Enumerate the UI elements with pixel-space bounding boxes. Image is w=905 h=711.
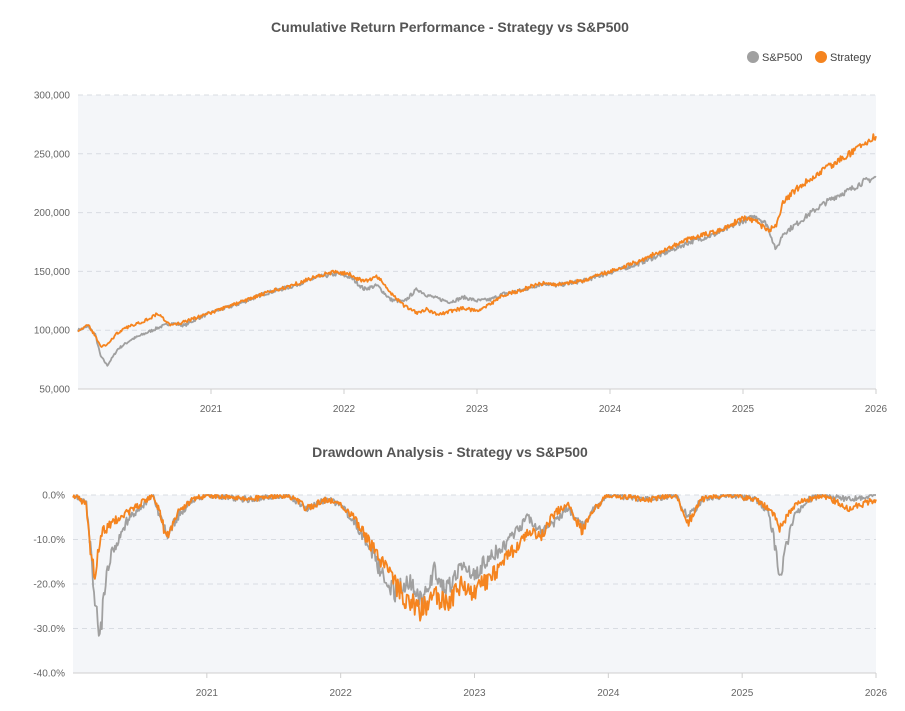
cumulative-return-chart: 50,000 100,000 150,000 200,000 250,000 300,00… <box>34 91 888 416</box>
x-tick-label: 2021 <box>200 404 223 415</box>
x-tick-label: 2023 <box>463 688 486 699</box>
y-tick-label: -40.0% <box>33 669 65 680</box>
series-line-strategy <box>77 133 877 348</box>
y-tick-label: 300,000 <box>34 91 71 102</box>
cumulative-chart-title: Cumulative Return Performance - Strategy… <box>271 19 629 35</box>
y-tick-label: 250,000 <box>34 149 71 160</box>
x-tick-label: 2026 <box>865 404 888 415</box>
x-tick-label: 2025 <box>732 404 755 415</box>
legend[interactable]: S&P500 Strategy <box>747 51 871 64</box>
x-tick-label: 2025 <box>731 688 754 699</box>
x-tick-label: 2026 <box>865 688 888 699</box>
y-tick-label: 50,000 <box>39 385 70 396</box>
y-tick-label: 100,000 <box>34 326 71 337</box>
legend-sp500-marker <box>747 51 759 63</box>
y-tick-label: -30.0% <box>33 624 65 635</box>
legend-strategy-label[interactable]: Strategy <box>830 52 871 64</box>
x-tick-label: 2023 <box>466 404 489 415</box>
y-tick-label: 0.0% <box>42 491 65 502</box>
y-tick-label: -20.0% <box>33 580 65 591</box>
x-tick-label: 2022 <box>333 404 356 415</box>
drawdown-chart: 0.0% -10.0% -20.0% -30.0% -40.0% 2021 2022 2023… <box>33 491 887 700</box>
plot-area <box>78 95 876 389</box>
x-tick-label: 2024 <box>597 688 620 699</box>
series-line-strategy <box>72 494 877 622</box>
y-tick-label: -10.0% <box>33 535 65 546</box>
y-tick-label: 200,000 <box>34 208 71 219</box>
x-tick-label: 2024 <box>599 404 622 415</box>
x-tick-label: 2021 <box>196 688 219 699</box>
x-tick-label: 2022 <box>330 688 353 699</box>
legend-sp500-label[interactable]: S&P500 <box>762 52 802 64</box>
legend-strategy-marker <box>815 51 827 63</box>
y-tick-label: 150,000 <box>34 267 71 278</box>
drawdown-chart-title: Drawdown Analysis - Strategy vs S&P500 <box>312 444 588 460</box>
